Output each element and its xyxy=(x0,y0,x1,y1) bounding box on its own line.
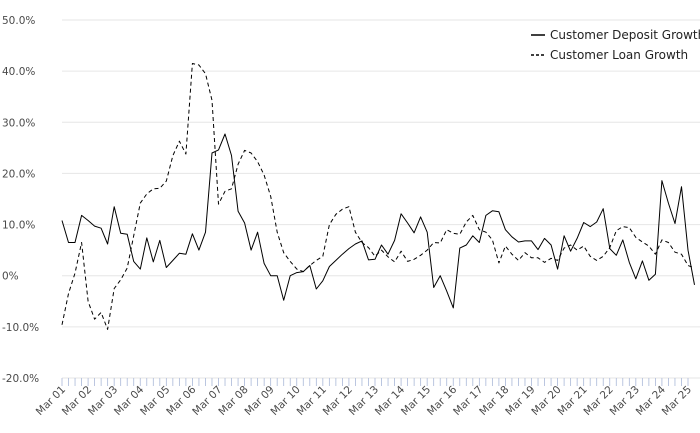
y-tick-label: 20.0% xyxy=(2,168,35,180)
y-tick-label: 50.0% xyxy=(2,15,35,27)
legend: Customer Deposit Growth Customer Loan Gro… xyxy=(531,28,700,62)
y-axis-tick-labels: -20.0% -10.0% 0% 10.0% 20.0% 30.0% 40.0% 50.0% xyxy=(2,15,39,385)
y-tick-label: 40.0% xyxy=(2,66,35,78)
series-lines xyxy=(61,63,695,330)
y-tick-label: -20.0% xyxy=(2,373,39,385)
gridlines xyxy=(62,19,700,379)
y-tick-label: 30.0% xyxy=(2,117,35,129)
series-line-deposit-growth xyxy=(61,133,695,309)
x-tick-label: Mar 25 xyxy=(660,384,694,418)
y-tick-label: -10.0% xyxy=(2,322,39,334)
y-tick-label: 0% xyxy=(2,271,19,283)
series-line-loan-growth xyxy=(61,63,695,330)
legend-label: Customer Loan Growth xyxy=(550,48,688,62)
legend-label: Customer Deposit Growth xyxy=(550,28,700,42)
y-tick-label: 10.0% xyxy=(2,220,35,232)
